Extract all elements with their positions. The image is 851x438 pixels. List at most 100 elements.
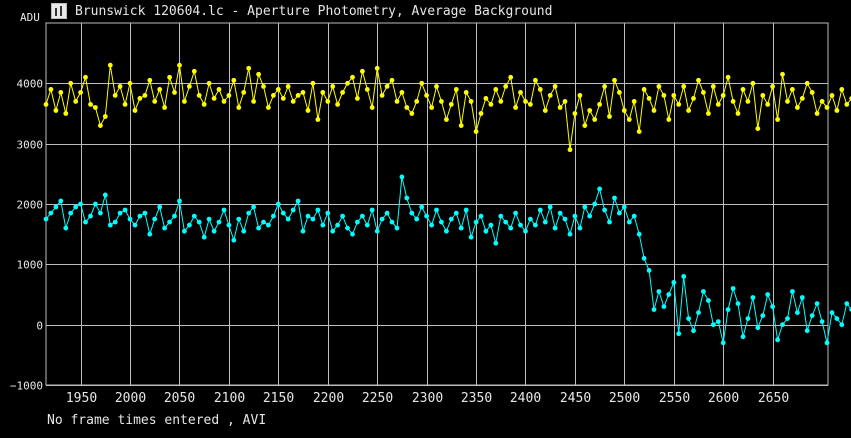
data-point <box>271 93 276 98</box>
data-point <box>211 228 217 234</box>
data-point <box>310 80 316 86</box>
data-point <box>409 111 415 116</box>
data-point <box>73 204 79 210</box>
data-point <box>537 207 543 213</box>
data-point <box>602 207 607 213</box>
data-point <box>345 80 350 86</box>
data-point <box>572 213 578 219</box>
data-point <box>439 219 444 225</box>
data-point <box>478 213 484 219</box>
data-point <box>597 102 602 107</box>
data-point <box>330 228 336 234</box>
data-point <box>607 114 612 119</box>
x-tick-label: 2200 <box>313 391 344 406</box>
data-point <box>83 219 88 225</box>
data-point <box>557 210 563 216</box>
data-point <box>498 99 504 104</box>
data-point <box>261 219 266 225</box>
data-point <box>760 93 766 98</box>
data-point <box>567 147 573 153</box>
data-point <box>374 228 380 234</box>
x-tick-label: 2300 <box>412 391 443 406</box>
data-point <box>63 111 69 116</box>
data-point <box>720 340 726 346</box>
data-point <box>790 289 795 294</box>
data-point <box>528 102 533 107</box>
data-point <box>760 313 766 318</box>
x-tick-label: 2050 <box>164 391 195 406</box>
data-point <box>246 210 252 216</box>
data-point <box>715 102 721 107</box>
data-point <box>142 210 148 216</box>
data-point <box>829 310 835 315</box>
data-point <box>468 99 474 104</box>
data-point <box>340 90 345 95</box>
data-point <box>68 80 74 86</box>
x-tick-label: 2400 <box>510 391 541 406</box>
data-point <box>379 93 385 98</box>
x-tick-label: 1950 <box>66 391 97 406</box>
data-point <box>612 195 617 201</box>
data-point <box>122 102 128 107</box>
app-icon[interactable] <box>51 3 67 19</box>
data-point <box>567 231 573 237</box>
data-point <box>137 213 143 219</box>
data-point <box>325 99 331 104</box>
data-point <box>434 207 439 213</box>
data-point <box>839 87 845 92</box>
data-point <box>809 90 815 95</box>
data-point <box>696 310 701 315</box>
data-point <box>305 213 311 219</box>
data-point <box>172 90 177 95</box>
data-point <box>617 90 622 95</box>
data-point <box>463 207 469 213</box>
data-point <box>360 213 365 219</box>
x-tick-label: 2450 <box>560 391 591 406</box>
data-point <box>216 87 222 92</box>
data-point <box>448 216 454 222</box>
data-point <box>562 99 568 104</box>
data-point <box>310 216 316 222</box>
data-point <box>790 87 795 92</box>
data-point <box>350 231 355 237</box>
data-point <box>666 292 672 297</box>
data-point <box>547 93 553 98</box>
data-point <box>641 255 647 261</box>
data-point <box>73 99 79 104</box>
data-point <box>152 216 158 222</box>
y-tick-label: −1000 <box>10 380 43 393</box>
status-text: No frame times entered , AVI <box>47 413 267 428</box>
data-point <box>236 105 242 110</box>
data-point <box>424 93 429 98</box>
data-point <box>177 62 182 68</box>
data-point <box>785 316 790 321</box>
data-point <box>187 84 192 89</box>
data-point <box>320 222 326 228</box>
data-point <box>730 99 736 104</box>
data-point <box>488 222 494 228</box>
data-point <box>305 108 311 113</box>
data-point <box>335 102 340 107</box>
data-point <box>839 322 845 328</box>
data-point <box>646 268 652 273</box>
data-point <box>661 93 667 98</box>
data-point <box>518 90 523 95</box>
data-point <box>58 90 64 95</box>
data-point <box>819 99 825 104</box>
data-point <box>577 93 583 98</box>
data-point <box>434 84 439 89</box>
data-point <box>765 292 771 297</box>
data-point <box>483 96 489 101</box>
data-point <box>780 322 785 328</box>
data-point <box>458 225 464 231</box>
data-point <box>201 102 207 107</box>
data-point <box>473 129 479 135</box>
data-point <box>429 222 434 228</box>
series-2 <box>43 174 851 346</box>
y-tick-label: 4000 <box>17 78 44 91</box>
data-point <box>275 201 281 207</box>
data-point <box>295 198 301 204</box>
data-point <box>355 96 360 101</box>
data-point <box>809 313 815 318</box>
data-point <box>206 80 212 86</box>
